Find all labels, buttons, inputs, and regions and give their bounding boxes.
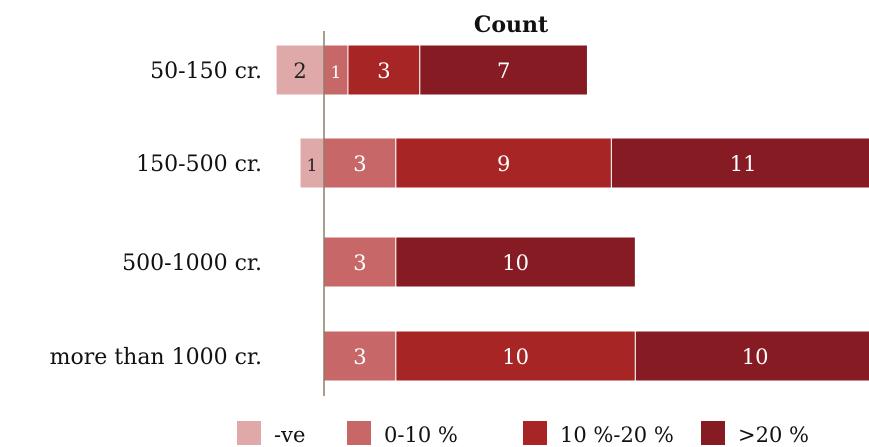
data-label-20-3: 10 <box>742 345 769 369</box>
category-labels-group: 50-150 cr. 150-500 cr. 500-1000 cr. more th… <box>50 59 262 370</box>
data-label-10-20-1: 9 <box>497 152 510 176</box>
legend-label-10-20: 10 %-20 % <box>560 423 674 447</box>
legend-label-0-10: 0-10 % <box>384 423 458 447</box>
chart-title: Count <box>474 12 549 38</box>
category-label-2: 500-1000 cr. <box>122 251 262 276</box>
data-label-ve-0: 2 <box>293 59 306 83</box>
data-label-0-10-0: 1 <box>331 63 342 83</box>
data-label-20-2: 10 <box>502 251 529 275</box>
bars-group: 2 1 3 71 3 9 113 103 10 10 <box>276 31 869 396</box>
category-label-0: 50-150 cr. <box>150 59 262 84</box>
legend-swatch-ve <box>237 421 261 445</box>
legend-swatch-0-10 <box>347 421 371 445</box>
legend-label-ve: -ve <box>274 423 305 447</box>
data-label-0-10-1: 3 <box>353 152 366 176</box>
data-label-0-10-3: 3 <box>353 345 366 369</box>
legend-swatch-20 <box>701 421 725 445</box>
data-label-20-0: 7 <box>497 59 510 83</box>
category-label-1: 150-500 cr. <box>136 152 262 177</box>
category-label-3: more than 1000 cr. <box>50 345 262 370</box>
data-label-20-1: 11 <box>730 152 757 176</box>
data-label-10-20-3: 10 <box>502 345 529 369</box>
data-label-0-10-2: 3 <box>353 251 366 275</box>
legend-label-20: >20 % <box>738 423 809 447</box>
legend-swatch-10-20 <box>523 421 547 445</box>
legend: -ve 0-10 % 10 %-20 % >20 % <box>237 421 809 447</box>
data-label-10-20-0: 3 <box>377 59 390 83</box>
data-label-ve-1: 1 <box>307 156 318 176</box>
